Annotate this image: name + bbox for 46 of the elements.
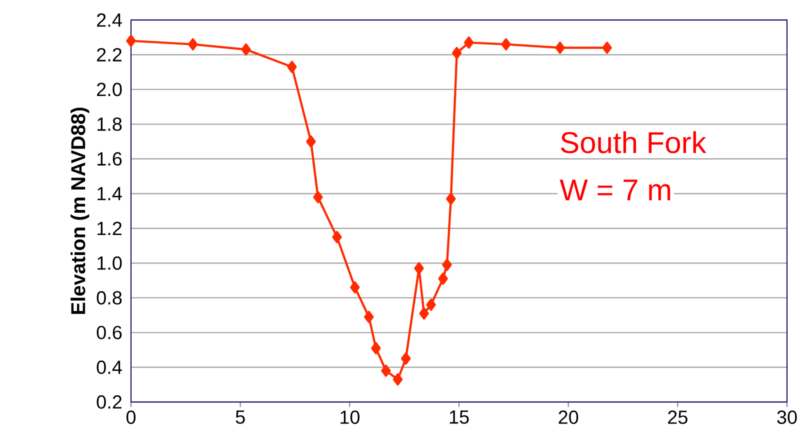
y-tick-label: 1.4 xyxy=(98,187,122,200)
point xyxy=(446,192,456,205)
y-tick-label: 0.2 xyxy=(96,395,122,409)
y-tick-label: 1.8 xyxy=(98,117,122,131)
point xyxy=(501,38,511,50)
y-tick-label: 2.0 xyxy=(97,82,122,96)
point xyxy=(602,42,612,54)
point xyxy=(241,43,251,56)
x-tick-label: 25 xyxy=(668,410,688,424)
annotation: South Fork xyxy=(560,131,706,154)
point xyxy=(126,34,136,47)
point xyxy=(381,364,391,377)
point xyxy=(414,262,424,274)
point xyxy=(464,36,474,49)
point xyxy=(371,342,381,354)
point xyxy=(401,352,411,365)
y-tick-label: 1.0 xyxy=(98,256,122,270)
y-tick-label: 1.2 xyxy=(98,222,122,235)
annotation: W = 7 m xyxy=(560,180,670,200)
point xyxy=(452,46,462,60)
point xyxy=(306,135,316,148)
x-tick-label: 10 xyxy=(340,410,360,424)
point xyxy=(442,258,452,271)
y-tick-label: 1.6 xyxy=(98,152,122,166)
point xyxy=(364,310,374,324)
y-tick-label: 0.4 xyxy=(96,360,122,374)
point xyxy=(188,38,198,50)
y-tick-label: 2.4 xyxy=(97,13,122,27)
point xyxy=(287,60,297,73)
point xyxy=(419,307,429,320)
point xyxy=(438,272,448,285)
point xyxy=(350,281,360,294)
y-axis-title: Elevation (m NAVD88) xyxy=(70,108,90,314)
y-tick-label: 0.8 xyxy=(96,291,122,305)
point xyxy=(392,373,403,386)
x-tick-label: 30 xyxy=(777,410,797,424)
point xyxy=(313,191,323,204)
point xyxy=(555,42,565,54)
x-tick-label: 0 xyxy=(126,410,136,424)
point xyxy=(426,298,436,311)
x-tick-label: 20 xyxy=(558,410,578,424)
y-tick-label: 2.2 xyxy=(97,48,122,62)
point xyxy=(332,230,342,244)
y-tick-label: 0.6 xyxy=(96,326,122,340)
x-tick-label: 15 xyxy=(450,410,469,424)
x-tick-label: 5 xyxy=(236,410,245,424)
